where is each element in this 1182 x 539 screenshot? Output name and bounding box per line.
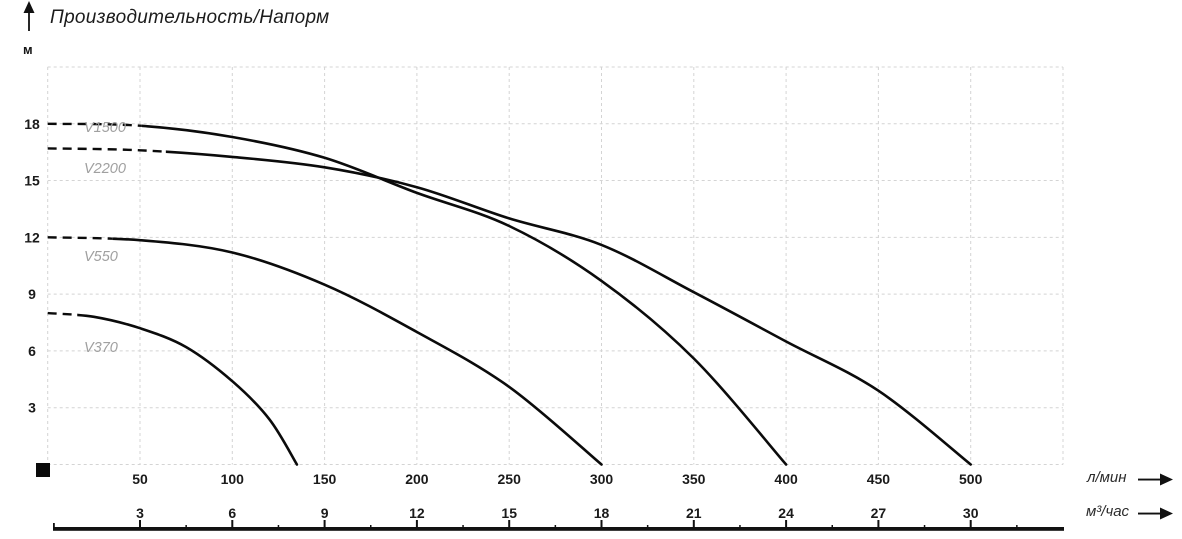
x-tick-m3h-label: 6 [228,505,236,521]
x-tick-m3h-label: 15 [501,505,517,521]
bottom-axis-minor-tick [370,525,372,529]
x-tick-m3h-label: 30 [963,505,979,521]
bottom-axis-minor-tick [646,525,649,529]
bottom-axis-start-tick [53,523,55,529]
curve-v550 [112,237,603,466]
x-tick-m3h-label: 21 [686,505,702,521]
curve-dashed-v370 [47,311,78,317]
curve-v1500 [141,124,788,466]
y-axis-unit-label: м [23,42,33,57]
curve-label-v2200: V2200 [84,161,126,177]
y-tick-label: 3 [28,400,36,416]
x-tick-lmin-label: 500 [959,471,983,487]
bottom-axis-minor-tick [185,525,187,529]
x-axis-unit-lmin: л/мин [1087,469,1127,486]
bottom-axis-major-tick [692,520,695,529]
x-tick-lmin-label: 100 [221,471,245,487]
x-tick-m3h-label: 12 [409,505,425,521]
curve-v370 [77,313,299,466]
bottom-axis-minor-tick [923,525,926,529]
y-axis-arrow-icon [23,1,35,31]
x-tick-lmin-label: 350 [682,471,706,487]
bottom-axis-major-tick [508,520,511,529]
bottom-axis-minor-tick [554,525,557,529]
bottom-axis-major-tick [323,520,326,529]
bottom-axis-minor-tick [831,525,833,529]
bottom-axis-major-tick [877,520,880,529]
x-tick-m3h-label: 9 [321,505,329,521]
bottom-axis-line [53,527,1064,531]
x-tick-lmin-label: 250 [498,471,522,487]
y-tick-label: 12 [24,229,40,245]
bottom-axis-major-tick [969,520,972,529]
y-tick-label: 6 [28,343,36,359]
x-axis-unit-m3h: м³/час [1086,503,1130,520]
curve-v2200 [165,150,972,466]
x-axis-arrow-icon [1138,473,1173,486]
bottom-axis-minor-tick [462,525,464,529]
origin-marker [36,463,50,477]
bottom-axis-major-tick [785,520,788,529]
bottom-axis-major-tick [415,520,418,529]
x-tick-m3h-label: 3 [136,505,144,521]
curve-label-v550: V550 [84,249,118,265]
curve-label-v1500: V1500 [84,120,126,136]
x-tick-lmin-label: 400 [774,471,798,487]
x-tick-lmin-label: 450 [867,471,891,487]
x-axis-arrow-icon [1138,507,1173,520]
bottom-axis-major-tick [139,520,141,529]
bottom-axis-major-tick [600,520,603,529]
chart-title: Производительность/Напорм [50,7,330,28]
y-tick-label: 18 [24,116,40,132]
bottom-axis-minor-tick [1016,525,1018,529]
x-tick-lmin-label: 300 [590,471,614,487]
x-tick-m3h-label: 27 [871,505,887,521]
x-tick-lmin-label: 150 [313,471,337,487]
x-tick-m3h-label: 24 [778,505,794,521]
bottom-axis-minor-tick [739,525,741,529]
y-tick-label: 15 [24,173,40,189]
y-tick-label: 9 [28,286,36,302]
curve-label-v370: V370 [84,340,118,356]
bottom-axis-major-tick [231,520,234,529]
x-tick-lmin-label: 50 [132,471,148,487]
x-tick-m3h-label: 18 [594,505,610,521]
x-tick-lmin-label: 200 [405,471,429,487]
bottom-axis-minor-tick [277,525,280,529]
